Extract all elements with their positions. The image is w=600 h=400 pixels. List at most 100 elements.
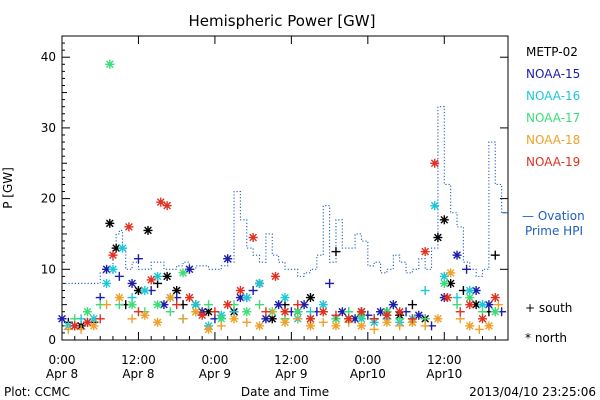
point-3-3 [105,59,115,69]
y-tick-label-10: 10 [41,262,56,276]
point-4-20 [318,317,328,327]
point-4-8 [165,293,175,303]
point-5-29 [420,247,430,257]
point-3-15 [255,300,265,310]
series-legend: METP-02 NOAA-15 NOAA-16 NOAA-17 NOAA-18 NOAA-… [526,45,580,169]
point-1-6 [127,278,137,288]
point-5-18 [280,307,290,317]
legend-noaa-15: NOAA-15 [526,67,580,81]
point-5-0 [70,321,80,331]
point-5-25 [369,314,379,324]
point-4-33 [474,324,484,334]
point-4-9 [178,314,188,324]
x-tick-label-1: 12:00 [121,353,156,367]
point-0-10 [172,286,182,296]
point-5-19 [293,300,303,310]
x-tick-label-0: 0:00 [49,353,76,367]
point-3-9 [178,268,188,278]
point-4-7 [153,317,163,327]
point-5-14 [235,286,245,296]
point-3-11 [204,300,214,310]
point-5-13 [223,300,233,310]
point-4-4 [114,293,124,303]
point-5-31 [442,293,452,303]
point-1-27 [388,300,398,310]
point-3-29 [439,278,449,288]
point-1-29 [414,310,424,320]
point-5-22 [331,310,341,320]
point-0-37 [490,250,500,260]
footer-timestamp: 2013/04/10 23:25:06 [469,385,596,399]
point-5-9 [172,300,182,310]
point-3-7 [153,300,163,310]
point-5-11 [197,310,207,320]
point-3-30 [452,300,462,310]
point-4-0 [63,324,73,334]
point-1-11 [184,264,194,274]
series-noaa-18 [63,268,503,334]
legend-noaa-18: NOAA-18 [526,133,580,147]
point-5-6 [146,275,156,285]
point-4-32 [465,321,475,331]
point-0-7 [143,225,153,235]
point-5-12 [210,307,220,317]
point-0-31 [433,232,443,242]
point-2-7 [140,286,150,296]
point-5-23 [344,314,354,324]
point-5-8 [162,201,172,211]
point-5-2 [95,314,105,324]
point-1-18 [274,300,284,310]
point-5-20 [305,314,315,324]
point-5-33 [465,300,475,310]
point-0-29 [407,300,417,310]
ovation-prime-hpi-line [62,106,508,284]
footer-plot-source: Plot: CCMC [4,385,70,399]
point-1-32 [452,250,462,260]
y-axis: 0 10 20 30 40 [41,42,508,347]
point-2-18 [280,293,290,303]
point-5-17 [270,271,280,281]
point-4-6 [140,310,150,320]
point-2-15 [242,293,252,303]
point-5-5 [133,307,143,317]
point-0-3 [105,218,115,228]
point-4-26 [395,321,405,331]
point-4-28 [420,321,430,331]
point-5-30 [430,158,440,168]
y-tick-label-20: 20 [41,192,56,206]
series-noaa-16 [63,201,500,331]
point-4-21 [331,321,341,331]
point-4-13 [229,314,239,324]
legend-noaa-17: NOAA-17 [526,111,580,125]
point-1-16 [248,286,258,296]
point-4-3 [102,300,112,310]
point-4-35 [493,300,503,310]
point-1-22 [325,278,335,288]
x-tick-date-4: Apr10 [350,367,386,381]
y-axis-label: P [GW] [1,167,15,209]
point-5-4 [124,222,134,232]
series-noaa-19 [70,158,500,331]
point-4-30 [446,268,456,278]
point-2-5 [118,243,128,253]
x-tick-date-1: Apr 8 [122,367,154,381]
x-tick-label-4: 0:00 [354,353,381,367]
x-tick-date-5: Apr10 [426,367,462,381]
point-2-33 [465,286,475,296]
point-4-12 [216,321,226,331]
x-tick-label-5: 12:00 [427,353,462,367]
point-0-9 [162,271,172,281]
point-4-10 [191,307,201,317]
point-4-1 [76,324,86,334]
y-tick-label-40: 40 [41,50,56,64]
marker-legend-north: * north [525,331,567,345]
point-1-7 [133,254,143,264]
point-5-26 [382,310,392,320]
point-5-24 [356,307,366,317]
point-4-17 [280,317,290,327]
point-5-16 [261,307,271,317]
point-3-8 [165,307,175,317]
point-5-7 [156,197,166,207]
x-tick-label-3: 12:00 [274,353,309,367]
point-1-5 [114,271,124,281]
